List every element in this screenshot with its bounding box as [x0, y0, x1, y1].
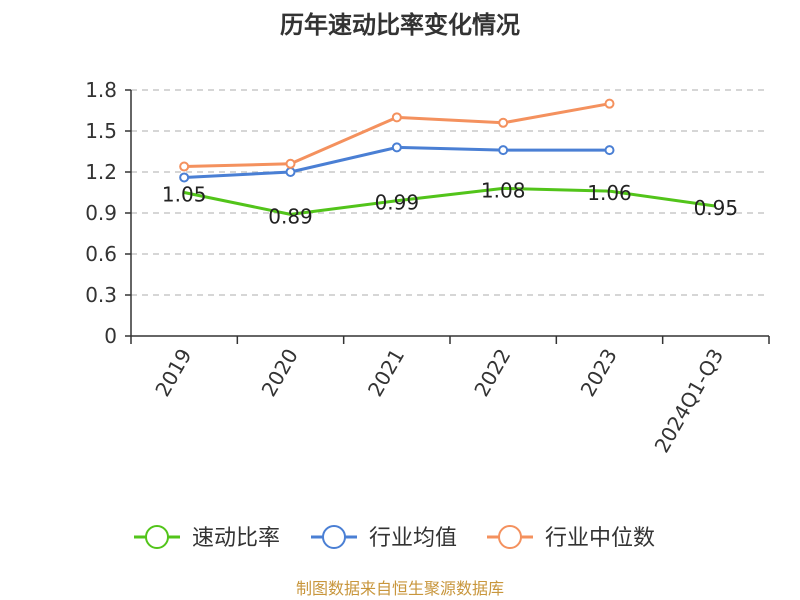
series-point-1	[179, 172, 190, 183]
x-tick-label: 2022	[469, 344, 515, 400]
legend-item-2[interactable]: 行业中位数	[487, 525, 655, 551]
series-point-2	[498, 117, 509, 128]
legend-item-0[interactable]: 速动比率	[134, 525, 280, 551]
y-tick-labels: 0 0.3 0.6 0.9 1.2 1.5 1.8	[85, 78, 117, 348]
x-tick-label: 2019	[150, 345, 196, 401]
x-tick-label: 2021	[363, 345, 409, 401]
data-label: 1.08	[481, 178, 526, 202]
legend: 速动比率 行业均值 行业中位数	[134, 525, 655, 551]
data-labels: 1.05 0.89 0.99 1.08 1.06 0.95	[162, 178, 738, 228]
y-tick-label: 1.5	[85, 119, 117, 143]
x-tick-labels: 2019 2020 2021 2022 2023 2024Q1-Q3	[150, 344, 728, 456]
series-point-1	[604, 145, 615, 156]
axes	[125, 89, 770, 344]
y-tick-label: 1.2	[85, 160, 117, 184]
data-label: 0.89	[268, 204, 313, 228]
series-point-1	[391, 142, 402, 153]
legend-label: 行业均值	[369, 526, 457, 551]
data-label: 1.05	[162, 183, 207, 207]
series-lines	[183, 102, 717, 216]
x-tick-label: 2024Q1-Q3	[649, 345, 728, 457]
legend-label: 行业中位数	[545, 526, 655, 551]
data-label: 0.99	[375, 191, 420, 215]
x-tick-label: 2020	[257, 345, 303, 401]
source-note: 制图数据来自恒生聚源数据库	[296, 579, 504, 598]
y-tick-label: 0.6	[85, 242, 117, 266]
data-label: 1.06	[587, 181, 632, 205]
series-point-2	[604, 98, 615, 109]
legend-item-1[interactable]: 行业均值	[311, 525, 457, 551]
x-tick-label: 2023	[576, 345, 622, 401]
y-tick-label: 1.8	[85, 78, 117, 102]
legend-marker	[322, 525, 346, 549]
series-line-0	[183, 186, 717, 216]
gridlines	[131, 89, 769, 296]
data-label: 0.95	[694, 196, 739, 220]
series-point-2	[285, 158, 296, 169]
legend-marker	[145, 525, 169, 549]
legend-label: 速动比率	[192, 526, 280, 551]
series-point-1	[285, 167, 296, 177]
y-tick-label: 0.3	[85, 283, 117, 307]
series-points	[179, 98, 615, 183]
y-tick-label: 0	[104, 324, 117, 348]
chart-title: 历年速动比率变化情况	[280, 11, 520, 39]
legend-marker	[498, 525, 522, 549]
y-tick-label: 0.9	[85, 201, 117, 225]
series-point-2	[179, 161, 190, 172]
series-point-1	[498, 145, 509, 156]
series-point-2	[391, 112, 402, 123]
